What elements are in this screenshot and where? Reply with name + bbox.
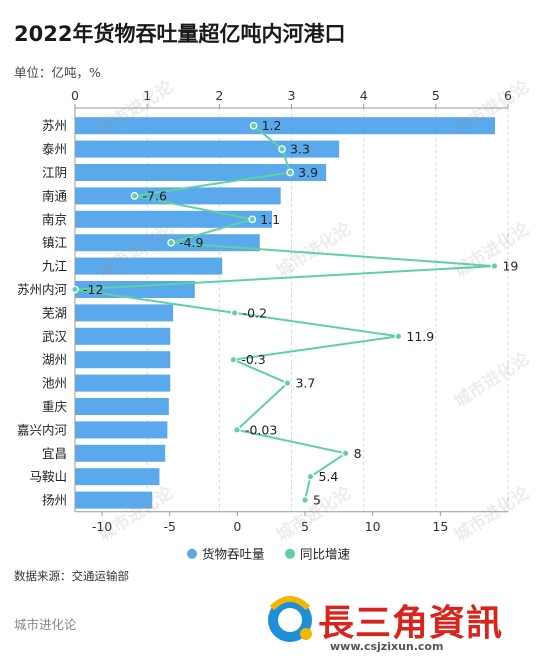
growth-point xyxy=(230,309,239,317)
logo-text: 長三角資訊 xyxy=(318,602,504,644)
bar xyxy=(75,257,223,275)
growth-point xyxy=(248,215,257,224)
bottom-axis: -10 -5 0 5 10 15 xyxy=(75,511,508,534)
category-label: 苏州 xyxy=(42,118,67,133)
growth-data-label: -0.3 xyxy=(241,352,265,367)
bar-series xyxy=(75,117,496,509)
bar xyxy=(75,374,171,392)
growth-data-label: 1.1 xyxy=(260,212,280,227)
category-label: 芜湖 xyxy=(42,305,67,320)
bar xyxy=(75,327,171,345)
chart: 苏州泰州江阴南通南京镇江九江苏州内河芜湖武汉湖州池州重庆嘉兴内河宜昌马鞍山扬州 … xyxy=(17,88,518,561)
growth-point xyxy=(301,496,309,504)
category-label: 宜昌 xyxy=(42,446,67,461)
growth-line xyxy=(74,124,496,501)
unit-label: 单位：亿吨，% xyxy=(14,65,101,80)
top-axis-tick-label: 1 xyxy=(143,88,151,103)
growth-data-label: 3.9 xyxy=(298,165,318,180)
category-label: 湖州 xyxy=(42,352,67,367)
growth-point xyxy=(306,472,315,481)
growth-point xyxy=(286,168,294,177)
growth-data-label: 1.2 xyxy=(262,118,282,133)
growth-data-label: -4.9 xyxy=(179,235,203,250)
category-label: 马鞍山 xyxy=(29,469,67,484)
legend-marker xyxy=(285,548,295,559)
bottom-axis-tick-label: -5 xyxy=(163,519,175,534)
bottom-axis-tick-label: 15 xyxy=(432,519,448,534)
bar xyxy=(75,468,160,486)
legend-marker xyxy=(187,548,197,559)
legend-label: 货物吞吐量 xyxy=(202,546,265,561)
growth-point xyxy=(71,285,79,294)
line-series: 1.2 3.3 3.9 -7.6 1.1 -4.9 19 -12 -0.2 11.9 -0.3 3.7… xyxy=(71,118,518,508)
growth-point xyxy=(167,238,175,247)
growth-data-label: -7.6 xyxy=(143,188,167,203)
growth-point xyxy=(341,449,350,458)
bar xyxy=(75,398,169,415)
bar xyxy=(75,140,340,158)
category-label: 重庆 xyxy=(42,399,68,414)
growth-data-label: 5 xyxy=(313,493,321,508)
legend: 货物吞吐量 同比增速 xyxy=(187,546,351,561)
growth-point xyxy=(233,426,241,434)
category-label: 镇江 xyxy=(42,235,67,250)
bar xyxy=(75,491,153,509)
bar xyxy=(75,421,168,439)
growth-point xyxy=(283,379,292,387)
category-label: 嘉兴内河 xyxy=(17,422,68,437)
category-label: 南通 xyxy=(42,188,68,203)
growth-point xyxy=(278,145,286,153)
growth-data-label: -12 xyxy=(83,282,103,297)
category-label: 池州 xyxy=(42,376,67,391)
category-label: 九江 xyxy=(42,259,67,274)
bottom-axis-tick-label: -10 xyxy=(92,519,112,534)
top-axis-tick-label: 2 xyxy=(215,88,223,103)
bar xyxy=(75,187,281,205)
category-label: 泰州 xyxy=(42,142,67,157)
category-label: 武汉 xyxy=(42,329,68,344)
legend-label: 同比增速 xyxy=(300,546,351,561)
growth-point xyxy=(394,332,403,341)
growth-data-label: -0.03 xyxy=(245,422,277,437)
growth-data-label: 11.9 xyxy=(406,329,434,344)
growth-point xyxy=(249,121,258,130)
category-label: 苏州内河 xyxy=(17,282,68,297)
bar xyxy=(75,117,496,135)
growth-point xyxy=(490,262,499,270)
category-label: 南京 xyxy=(42,212,67,227)
category-label: 江阴 xyxy=(42,165,67,180)
source-note: 数据来源：交通运输部 xyxy=(14,569,129,583)
brand-label: 城市进化论 xyxy=(14,617,77,632)
growth-data-label: 8 xyxy=(354,446,362,461)
top-axis-tick-label: 3 xyxy=(288,88,296,103)
bar xyxy=(75,210,273,228)
bottom-axis-tick-label: 0 xyxy=(233,519,241,534)
top-axis-tick-label: 6 xyxy=(504,88,512,103)
top-axis-tick-label: 5 xyxy=(432,88,440,103)
top-axis-tick-label: 0 xyxy=(71,88,79,103)
growth-data-label: 3.3 xyxy=(290,142,310,157)
top-axis: 0 1 2 3 4 5 6 xyxy=(71,88,512,512)
top-axis-tick-label: 4 xyxy=(360,88,368,103)
growth-point xyxy=(130,192,139,200)
growth-data-label: 3.7 xyxy=(295,376,315,391)
bottom-axis-tick-label: 5 xyxy=(301,519,309,534)
bottom-axis-tick-label: 10 xyxy=(365,519,381,534)
page-title: 2022年货物吞吐量超亿吨内河港口 xyxy=(14,22,346,46)
category-label: 扬州 xyxy=(42,493,67,508)
growth-data-label: 5.4 xyxy=(318,469,338,484)
growth-data-label: 19 xyxy=(502,259,518,274)
bar xyxy=(75,304,174,322)
bar xyxy=(75,444,166,462)
logo-icon xyxy=(268,596,312,642)
growth-data-label: -0.2 xyxy=(243,305,267,320)
logo-url: www.csjzixun.com xyxy=(330,640,444,653)
bar xyxy=(75,351,171,369)
growth-point xyxy=(229,355,238,364)
